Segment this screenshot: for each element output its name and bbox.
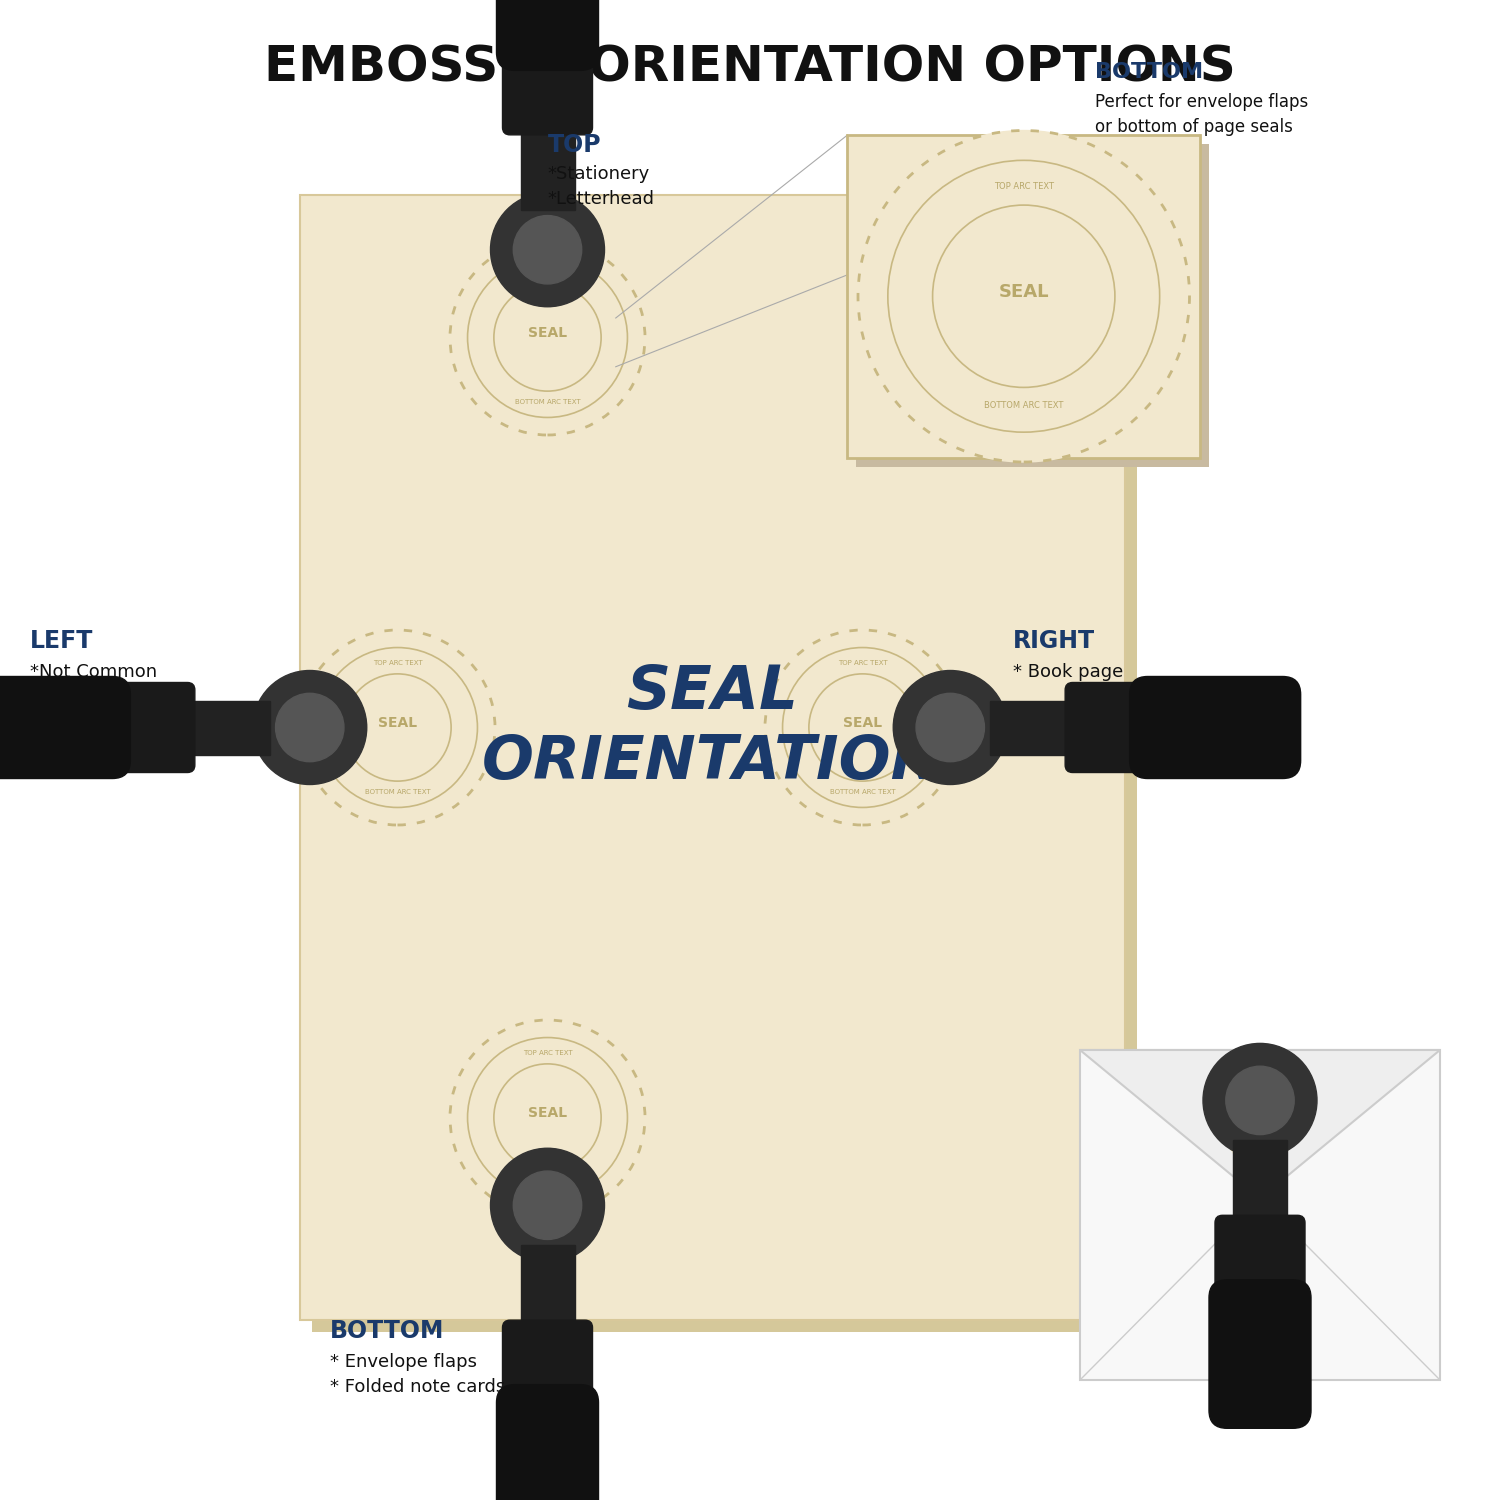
Text: TOP ARC TEXT: TOP ARC TEXT [372,660,423,666]
Text: SEAL: SEAL [999,282,1048,300]
Text: * Envelope flaps
* Folded note cards: * Envelope flaps * Folded note cards [330,1353,506,1396]
Text: Perfect for envelope flaps
or bottom of page seals: Perfect for envelope flaps or bottom of … [1095,93,1308,136]
FancyBboxPatch shape [0,676,130,778]
Circle shape [1226,1066,1294,1134]
Text: LEFT: LEFT [30,628,93,652]
Text: SEAL: SEAL [528,1106,567,1120]
Text: BOTTOM ARC TEXT: BOTTOM ARC TEXT [514,1179,580,1185]
FancyBboxPatch shape [105,682,195,772]
FancyBboxPatch shape [496,0,598,70]
FancyBboxPatch shape [1065,682,1155,772]
Circle shape [765,630,960,825]
Text: BOTTOM ARC TEXT: BOTTOM ARC TEXT [830,789,896,795]
Circle shape [252,670,366,784]
Bar [520,1245,574,1328]
Text: EMBOSSER ORIENTATION OPTIONS: EMBOSSER ORIENTATION OPTIONS [264,44,1236,92]
Text: SEAL: SEAL [843,716,882,730]
Circle shape [490,194,604,308]
Circle shape [450,240,645,435]
Bar [188,700,270,754]
Text: BOTTOM: BOTTOM [1095,63,1203,82]
Circle shape [490,1149,604,1263]
Text: SEAL: SEAL [1251,1136,1269,1142]
Text: TOP ARC TEXT: TOP ARC TEXT [522,1050,573,1056]
Text: TOP: TOP [548,134,602,158]
Text: SEAL: SEAL [378,716,417,730]
FancyBboxPatch shape [1215,1215,1305,1305]
FancyBboxPatch shape [503,1320,592,1410]
Circle shape [450,1020,645,1215]
Text: BOTTOM ARC TEXT: BOTTOM ARC TEXT [514,399,580,405]
Text: TOP ARC TEXT: TOP ARC TEXT [1245,1122,1275,1125]
Circle shape [1203,1044,1317,1158]
Circle shape [276,693,344,762]
Bar [312,207,1137,1332]
Bar [1233,1140,1287,1222]
FancyBboxPatch shape [1130,676,1300,778]
Bar [847,135,1200,458]
Text: *Not Common: *Not Common [30,663,158,681]
Circle shape [1232,1113,1288,1172]
Text: BOTTOM ARC TEXT: BOTTOM ARC TEXT [1240,1160,1280,1164]
Circle shape [916,693,984,762]
Bar [1080,1050,1440,1380]
Text: TOP ARC TEXT: TOP ARC TEXT [522,270,573,276]
Circle shape [513,216,582,284]
Bar [990,700,1072,754]
Text: BOTTOM: BOTTOM [330,1318,444,1342]
FancyBboxPatch shape [1209,1280,1311,1428]
Circle shape [300,630,495,825]
Bar [856,144,1209,466]
Text: BOTTOM ARC TEXT: BOTTOM ARC TEXT [984,400,1064,410]
Text: *Stationery
*Letterhead: *Stationery *Letterhead [548,165,654,209]
Bar [520,128,574,210]
Text: BOTTOM ARC TEXT: BOTTOM ARC TEXT [364,789,430,795]
Circle shape [892,670,1008,784]
Text: TOP ARC TEXT: TOP ARC TEXT [837,660,888,666]
FancyBboxPatch shape [503,45,592,135]
Circle shape [858,130,1190,462]
Text: * Book page: * Book page [1013,663,1122,681]
Circle shape [513,1172,582,1239]
Text: TOP ARC TEXT: TOP ARC TEXT [993,183,1053,192]
FancyBboxPatch shape [496,1384,598,1500]
Text: RIGHT: RIGHT [1013,628,1095,652]
Text: SEAL
ORIENTATION: SEAL ORIENTATION [482,663,944,792]
Text: SEAL: SEAL [528,326,567,340]
Polygon shape [1080,1050,1440,1199]
Bar [300,195,1125,1320]
